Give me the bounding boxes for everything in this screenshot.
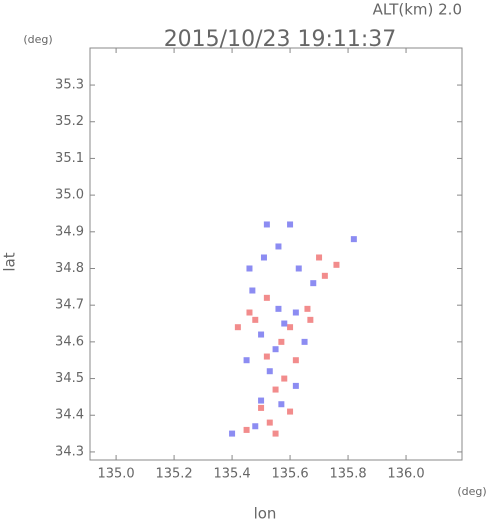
echo-point — [307, 316, 314, 323]
echo-point — [246, 309, 253, 316]
y-tick-label: 34.5 — [55, 371, 84, 386]
echo-point — [292, 309, 299, 316]
echo-point — [258, 404, 265, 411]
x-tick-label: 135.6 — [271, 467, 308, 482]
y-tick-label: 34.7 — [55, 298, 84, 313]
x-tick-label: 135.0 — [97, 467, 134, 482]
x-tick-label: 136.0 — [387, 467, 424, 482]
echo-point — [252, 423, 259, 430]
echo-point — [304, 305, 311, 312]
y-tick-label: 35.3 — [55, 78, 84, 93]
y-tick-label: 35.0 — [55, 188, 84, 203]
y-axis-label: lat — [1, 252, 19, 271]
y-tick-label: 34.8 — [55, 261, 84, 276]
echo-point — [266, 419, 273, 426]
echo-point — [310, 280, 317, 287]
echo-point — [321, 272, 328, 279]
echo-point — [275, 305, 282, 312]
echo-point — [301, 338, 308, 345]
echo-point — [281, 375, 288, 382]
echo-point — [272, 430, 279, 437]
echo-point — [278, 338, 285, 345]
echo-point — [246, 265, 253, 272]
echo-point — [292, 357, 299, 364]
y-unit: (deg) — [23, 33, 52, 46]
echo-point — [258, 331, 265, 338]
echo-point — [333, 261, 340, 268]
x-tick-label: 135.2 — [155, 467, 192, 482]
echo-point — [275, 243, 282, 250]
echo-point — [258, 397, 265, 404]
echo-point — [260, 254, 267, 261]
echo-point — [229, 430, 236, 437]
echo-point — [249, 287, 256, 294]
y-tick-label: 34.3 — [55, 444, 84, 459]
echo-point — [243, 426, 250, 433]
echo-point — [272, 386, 279, 393]
x-tick-label: 135.4 — [213, 467, 250, 482]
echo-point — [272, 346, 279, 353]
chart-title: 2015/10/23 19:11:37 — [164, 27, 397, 52]
echo-point — [316, 254, 323, 261]
echo-point — [278, 401, 285, 408]
echo-point — [292, 382, 299, 389]
y-tick-label: 34.9 — [55, 224, 84, 239]
y-tick-label: 34.4 — [55, 408, 84, 423]
echo-point — [287, 221, 294, 228]
echo-point — [287, 408, 294, 415]
echo-point — [281, 320, 288, 327]
x-axis-label: lon — [254, 505, 277, 521]
echo-point — [350, 236, 357, 243]
echo-point — [287, 324, 294, 331]
y-tick-label: 34.6 — [55, 334, 84, 349]
echo-point — [263, 221, 270, 228]
echo-point — [243, 357, 250, 364]
y-tick-label: 35.1 — [55, 151, 84, 166]
x-unit: (deg) — [457, 485, 486, 498]
x-tick-label: 135.8 — [329, 467, 366, 482]
echo-point — [234, 324, 241, 331]
echo-point — [295, 265, 302, 272]
echo-point — [263, 294, 270, 301]
y-tick-label: 35.2 — [55, 114, 84, 129]
echo-point — [252, 316, 259, 323]
plot-frame — [89, 47, 463, 461]
echo-point — [263, 353, 270, 360]
chart-subtitle: ALT(km) 2.0 — [373, 1, 462, 19]
echo-point — [266, 368, 273, 375]
